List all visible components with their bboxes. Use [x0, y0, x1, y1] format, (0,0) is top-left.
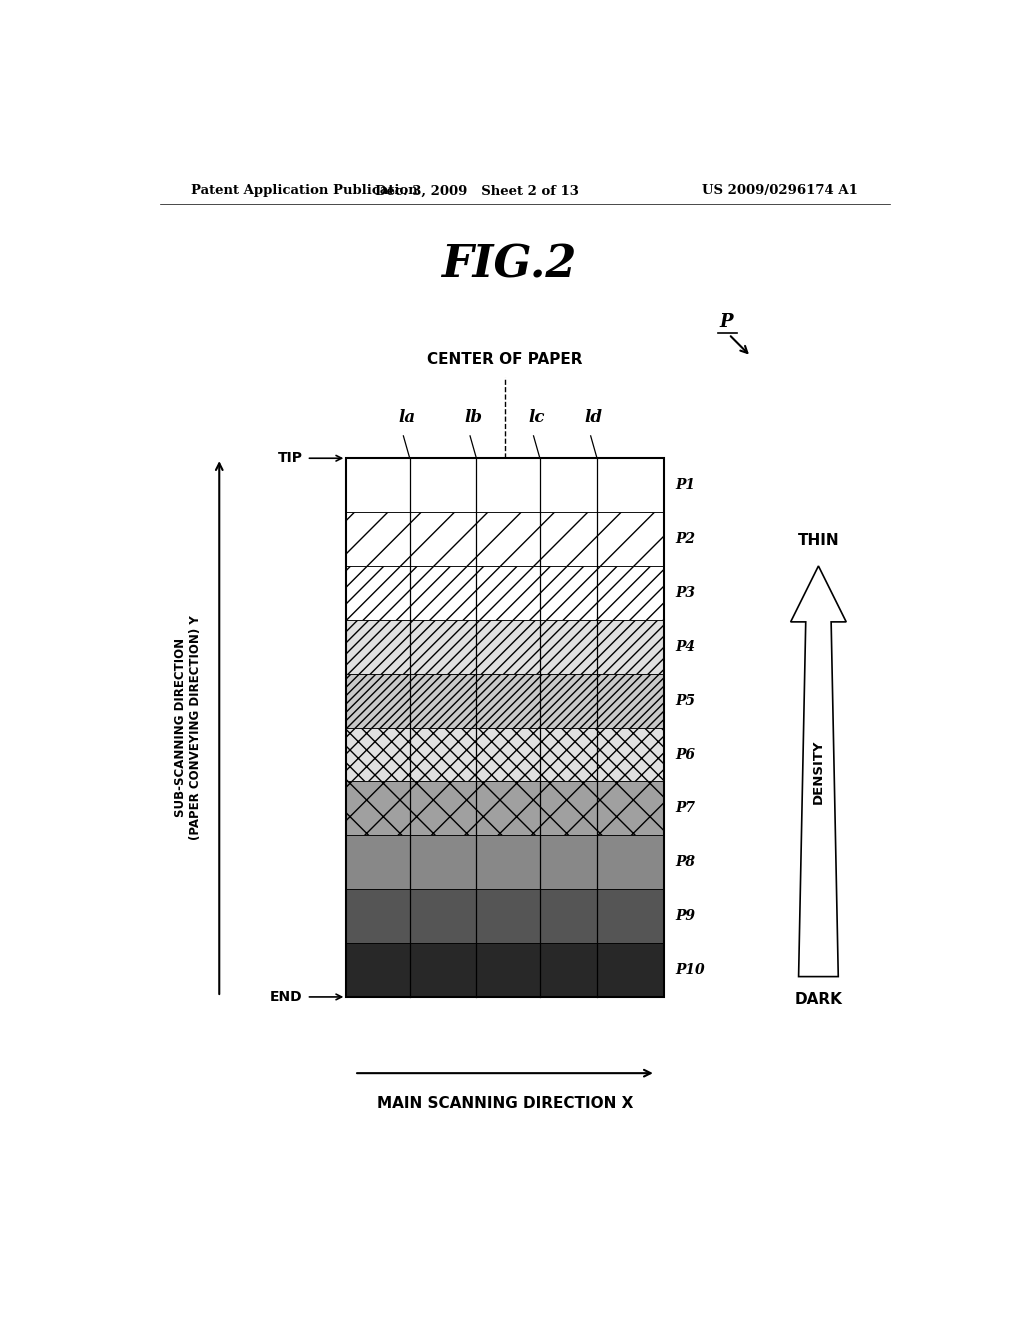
Bar — [346, 942, 664, 997]
Text: P10: P10 — [676, 964, 706, 977]
Text: DARK: DARK — [795, 991, 843, 1007]
Text: lc: lc — [528, 409, 545, 426]
Text: P6: P6 — [676, 747, 695, 762]
Bar — [346, 673, 664, 727]
Text: FIG.2: FIG.2 — [441, 244, 577, 286]
Text: lb: lb — [464, 409, 482, 426]
Text: DENSITY: DENSITY — [812, 739, 825, 804]
Text: SUB-SCANNING DIRECTION
(PAPER CONVEYING DIRECTION) Y: SUB-SCANNING DIRECTION (PAPER CONVEYING … — [173, 615, 202, 840]
Bar — [346, 566, 664, 620]
Text: MAIN SCANNING DIRECTION X: MAIN SCANNING DIRECTION X — [377, 1096, 633, 1110]
Polygon shape — [791, 566, 846, 977]
Text: ld: ld — [585, 409, 603, 426]
Text: END: END — [270, 990, 303, 1005]
Text: P1: P1 — [676, 478, 695, 492]
Text: Dec. 3, 2009   Sheet 2 of 13: Dec. 3, 2009 Sheet 2 of 13 — [375, 185, 580, 198]
Text: P8: P8 — [676, 855, 695, 870]
Text: P4: P4 — [676, 640, 695, 653]
Text: P5: P5 — [676, 693, 695, 708]
Bar — [346, 890, 664, 942]
Text: US 2009/0296174 A1: US 2009/0296174 A1 — [702, 185, 858, 198]
Bar — [346, 512, 664, 566]
Text: P7: P7 — [676, 801, 695, 816]
Text: P3: P3 — [676, 586, 695, 599]
Text: la: la — [398, 409, 415, 426]
Bar — [346, 458, 664, 512]
Text: THIN: THIN — [798, 533, 840, 548]
Text: CENTER OF PAPER: CENTER OF PAPER — [427, 351, 583, 367]
Bar — [346, 836, 664, 890]
Bar — [346, 781, 664, 836]
Text: TIP: TIP — [278, 451, 303, 465]
Bar — [346, 727, 664, 781]
Text: P9: P9 — [676, 909, 695, 923]
Text: P: P — [719, 313, 733, 331]
Text: P2: P2 — [676, 532, 695, 546]
Text: Patent Application Publication: Patent Application Publication — [191, 185, 418, 198]
Bar — [346, 458, 664, 997]
Bar — [346, 620, 664, 673]
